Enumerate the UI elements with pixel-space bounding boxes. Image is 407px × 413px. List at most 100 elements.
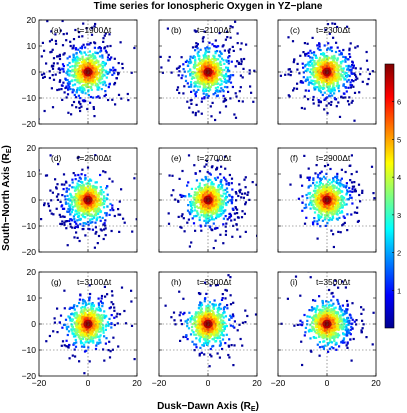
data-point xyxy=(74,225,77,228)
data-point xyxy=(226,75,229,78)
data-point xyxy=(79,198,82,201)
data-point xyxy=(77,192,80,195)
data-point xyxy=(97,61,100,64)
data-point xyxy=(211,69,214,72)
data-point xyxy=(98,55,102,58)
data-point xyxy=(67,87,70,90)
data-point xyxy=(241,76,244,79)
data-point xyxy=(84,75,87,78)
data-point xyxy=(76,224,79,227)
data-point xyxy=(317,81,320,84)
data-point xyxy=(66,93,70,96)
data-point xyxy=(228,75,231,78)
data-point xyxy=(80,173,83,176)
data-point xyxy=(213,65,216,68)
data-point xyxy=(89,186,92,190)
data-point xyxy=(319,100,322,103)
y-tick-label: −20 xyxy=(22,119,37,129)
data-point xyxy=(83,209,86,212)
data-point xyxy=(83,192,86,195)
data-point xyxy=(215,62,218,65)
data-point xyxy=(45,62,48,65)
data-point xyxy=(189,73,192,76)
data-point xyxy=(322,62,326,65)
data-point xyxy=(211,81,214,84)
data-point xyxy=(179,193,182,197)
data-point xyxy=(43,204,46,207)
data-point xyxy=(212,204,215,208)
data-point xyxy=(92,205,95,208)
data-point xyxy=(201,97,204,100)
data-point xyxy=(72,74,75,78)
data-point xyxy=(312,102,315,105)
data-point xyxy=(113,214,116,218)
data-point xyxy=(306,69,309,72)
data-point xyxy=(213,187,216,190)
y-tick-label: 20 xyxy=(27,15,37,25)
data-point xyxy=(205,192,208,195)
data-point xyxy=(56,55,59,58)
data-point xyxy=(193,63,196,67)
data-point xyxy=(50,38,53,41)
data-point xyxy=(228,78,231,81)
data-point xyxy=(82,80,85,83)
data-point xyxy=(89,219,92,222)
data-point xyxy=(89,59,92,63)
data-point xyxy=(370,165,374,168)
data-point xyxy=(106,58,109,62)
data-point xyxy=(71,68,74,71)
data-point xyxy=(263,72,265,74)
data-point xyxy=(216,67,219,70)
data-point xyxy=(331,94,334,97)
data-point xyxy=(62,33,65,36)
data-point xyxy=(214,52,217,55)
data-point xyxy=(103,202,106,205)
data-point xyxy=(196,68,199,71)
data-point xyxy=(90,85,93,88)
data-point xyxy=(117,62,120,65)
data-point xyxy=(331,90,334,93)
data-point xyxy=(82,84,85,87)
data-point xyxy=(75,96,78,99)
data-point xyxy=(212,67,215,71)
data-point xyxy=(60,223,64,226)
data-point xyxy=(212,210,215,213)
data-point xyxy=(177,74,180,77)
data-point xyxy=(318,56,322,59)
data-point xyxy=(90,83,93,86)
data-point xyxy=(225,180,228,183)
data-point xyxy=(67,188,70,191)
data-point xyxy=(166,27,169,30)
data-point xyxy=(167,222,171,225)
data-point xyxy=(198,68,201,71)
data-point xyxy=(95,203,98,206)
data-point xyxy=(209,62,213,65)
data-point xyxy=(97,234,101,238)
data-point xyxy=(87,17,89,19)
data-point xyxy=(346,58,350,61)
data-point xyxy=(71,208,74,211)
data-point xyxy=(193,206,196,209)
data-point xyxy=(96,82,99,85)
data-point xyxy=(202,58,205,61)
panel-label: (e) xyxy=(171,153,182,163)
data-point xyxy=(23,105,25,107)
data-point xyxy=(174,198,177,201)
data-point xyxy=(227,59,230,62)
data-point xyxy=(320,67,323,71)
data-point xyxy=(66,79,69,82)
data-point xyxy=(350,84,354,87)
data-point xyxy=(84,58,88,62)
data-point xyxy=(183,85,186,88)
data-point xyxy=(319,76,323,79)
data-point xyxy=(312,182,315,185)
data-point xyxy=(81,181,84,184)
data-point xyxy=(190,208,193,211)
data-point xyxy=(350,213,353,216)
data-point xyxy=(79,71,82,74)
data-point xyxy=(200,82,203,85)
data-point xyxy=(240,60,243,63)
data-point xyxy=(193,198,196,201)
data-point xyxy=(74,67,77,70)
data-point xyxy=(214,64,217,67)
